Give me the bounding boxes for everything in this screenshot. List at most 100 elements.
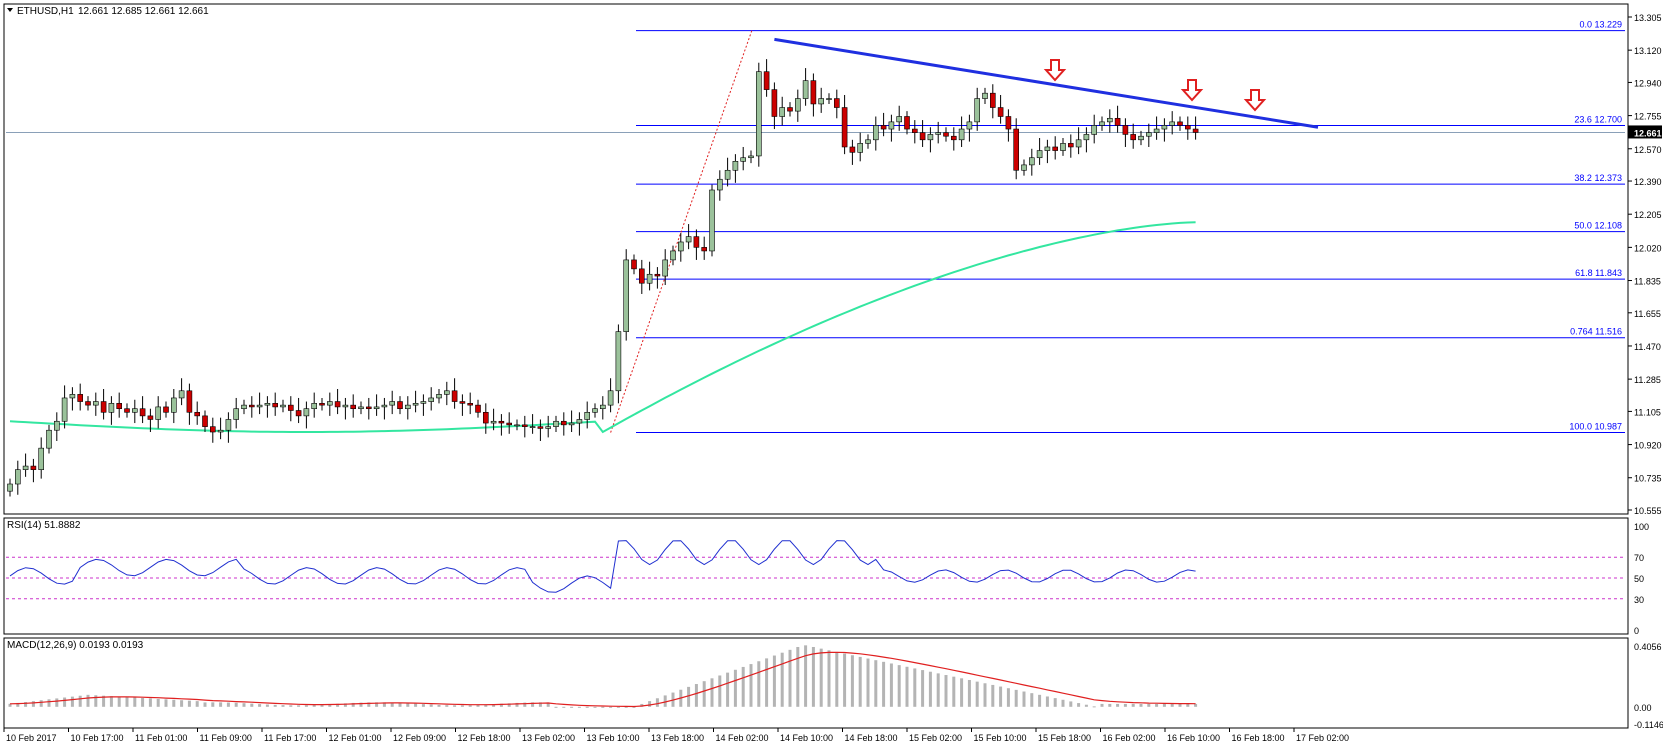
symbol-label: ETHUSD,H1 [17, 6, 74, 17]
macd-histogram-bar [897, 665, 901, 707]
macd-histogram-bar [765, 658, 769, 707]
macd-histogram-bar [1155, 703, 1159, 707]
macd-histogram-bar [811, 646, 815, 707]
price-tick-label: 12.570 [1634, 145, 1662, 155]
candle-body [334, 401, 341, 408]
macd-histogram-bar [343, 703, 347, 707]
macd-histogram-bar [86, 694, 90, 707]
macd-series [8, 645, 1198, 708]
down-arrow-icon [1043, 59, 1067, 82]
candle-body [46, 429, 52, 449]
macd-histogram-bar [889, 663, 893, 707]
candle-body [256, 404, 263, 408]
candle-body [841, 107, 848, 148]
candle-body [155, 406, 161, 420]
macd-histogram-bar [515, 702, 519, 707]
macd-histogram-bar [94, 695, 98, 707]
fib-price: 12.700 [1594, 114, 1622, 124]
candle-body [1185, 125, 1191, 130]
macd-signal-line [9, 651, 1196, 708]
macd-histogram-bar [1061, 699, 1065, 707]
candle-body [685, 236, 692, 243]
macd-histogram-bar [726, 672, 730, 707]
macd-histogram-bar [593, 706, 597, 708]
candle-body [584, 411, 591, 420]
macd-histogram-bar [1194, 703, 1198, 707]
macd-pane[interactable] [3, 637, 1629, 729]
macd-histogram-bar [476, 704, 480, 707]
candle-body [521, 424, 528, 427]
fib-label: 61.8 11.843 [1575, 268, 1622, 278]
collapse-triangle-icon[interactable] [7, 8, 13, 12]
time-tick-label: 15 Feb 18:00 [1038, 733, 1091, 743]
candle-body [755, 71, 762, 157]
fib-price: 12.373 [1594, 173, 1622, 183]
rsi-tick-label: 70 [1634, 553, 1644, 563]
macd-histogram-bar [866, 658, 870, 707]
candle-body [1138, 135, 1144, 141]
macd-histogram-bar [850, 655, 854, 707]
macd-histogram-bar [234, 702, 238, 707]
candle-body [771, 89, 778, 117]
candle-body [498, 420, 505, 424]
candle-body [217, 429, 224, 433]
candle-body [724, 169, 731, 180]
macd-histogram-bar [967, 679, 971, 707]
candle-body [77, 394, 83, 402]
rsi-line [9, 540, 1196, 593]
macd-histogram-bar [944, 675, 948, 707]
rsi-pane[interactable] [3, 517, 1629, 635]
macd-histogram-bar [523, 702, 527, 707]
macd-histogram-bar [1077, 703, 1081, 707]
macd-histogram-bar [819, 648, 823, 707]
macd-histogram-bar [1131, 703, 1135, 707]
candle-body [1044, 146, 1051, 151]
candle-body [810, 80, 817, 105]
candle-body [560, 420, 567, 426]
candle-body [1036, 150, 1043, 159]
price-tick-label: 13.305 [1634, 13, 1662, 23]
candle-body [740, 157, 747, 162]
macd-histogram-bar [687, 686, 691, 707]
macd-histogram-bar [733, 669, 737, 707]
candle-body [100, 401, 107, 413]
candle-body [1114, 117, 1121, 126]
macd-histogram-bar [507, 703, 511, 707]
candle-body [677, 241, 684, 252]
candle-body [818, 98, 825, 105]
price-tick-label: 12.390 [1634, 177, 1662, 187]
macd-histogram-bar [858, 656, 862, 707]
candle-body [428, 397, 435, 402]
candle-body [467, 403, 474, 406]
macd-histogram-bar [772, 655, 776, 707]
macd-histogram-bar [421, 704, 425, 707]
fib-retracement[interactable]: 0.0 13.229 23.6 12.700 38.2 12.373 50.0 12.… [6, 20, 1625, 434]
candle-body [849, 146, 856, 153]
time-tick-label: 11 Feb 17:00 [264, 733, 316, 743]
candle-body [514, 424, 520, 427]
fib-price: 10.987 [1594, 422, 1622, 432]
candle-body [436, 394, 442, 399]
trendline-group[interactable] [774, 37, 1319, 129]
macd-histogram-bar [1006, 688, 1010, 707]
candle-body [911, 128, 918, 133]
macd-histogram-bar [835, 651, 839, 707]
rsi-tick-label: 50 [1634, 574, 1644, 584]
time-tick-label: 13 Feb 10:00 [587, 733, 640, 743]
macd-histogram-bar [975, 681, 979, 707]
candle-body [896, 116, 903, 123]
macd-histogram-bar [1084, 704, 1088, 707]
candle-body [342, 404, 349, 408]
macd-histogram-bar [1053, 698, 1057, 707]
candle-body [116, 403, 122, 410]
ohlc-label: 12.661 12.685 12.661 12.661 [78, 6, 209, 17]
macd-histogram-bar [843, 653, 847, 707]
candle-body [709, 189, 715, 252]
macd-histogram-bar [702, 681, 706, 707]
candle-body [545, 426, 552, 429]
macd-histogram-bar [780, 652, 784, 707]
candle-body [1192, 128, 1199, 133]
candle-body [701, 247, 708, 252]
